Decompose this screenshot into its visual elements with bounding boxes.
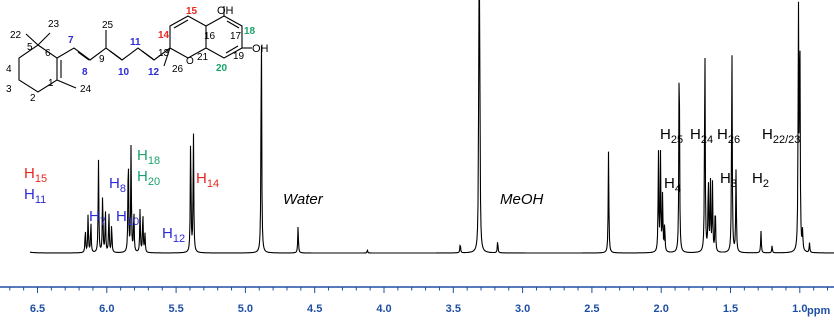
x-axis-unit-label: ppm — [807, 305, 830, 317]
atom-label: 2 — [30, 93, 36, 104]
x-tick-label: 2.5 — [584, 303, 599, 315]
peak-label-h14: H14 — [196, 170, 219, 190]
atom-label: 24 — [80, 84, 92, 95]
peak-label-h4: H4 — [664, 175, 681, 195]
atom-label: 26 — [172, 64, 184, 75]
x-tick-label: 6.0 — [99, 303, 114, 315]
atom-label: 18 — [244, 26, 256, 37]
atom-label: 20 — [216, 63, 228, 74]
atom-label: 19 — [233, 51, 245, 62]
peak-label-h2: H2 — [752, 170, 769, 190]
annotation-meoh: MeOH — [500, 191, 544, 208]
peak-label-h20: H20 — [137, 168, 160, 188]
x-tick-label: 2.0 — [654, 303, 669, 315]
x-tick-label: 1.0 — [792, 303, 807, 315]
x-tick-label: 3.0 — [515, 303, 530, 315]
oh-label-right: OH — [252, 43, 269, 55]
atom-label: 10 — [118, 67, 130, 78]
atom-label: O — [186, 56, 194, 67]
atom-label: 17 — [230, 31, 242, 42]
peak-label-h8: H8 — [109, 175, 126, 195]
x-tick-label: 4.0 — [376, 303, 391, 315]
peak-label-h18: H18 — [137, 147, 160, 167]
annotation-water: Water — [283, 191, 324, 208]
x-tick-label: 4.5 — [307, 303, 322, 315]
spectrum-trace — [29, 0, 834, 254]
molecule-structure — [18, 6, 252, 93]
peak-label-h12: H12 — [162, 225, 185, 245]
atom-label: 5 — [27, 42, 33, 53]
oh-label-top: OH — [217, 5, 234, 17]
atom-label: 14 — [158, 30, 170, 41]
atom-label: 7 — [68, 35, 74, 46]
atom-label: 11 — [130, 37, 141, 48]
atom-label: 13 — [158, 48, 170, 59]
x-tick-label: 3.5 — [446, 303, 461, 315]
x-tick-label: 1.5 — [723, 303, 738, 315]
ppm-axis: 6.5 6.0 5.5 5.0 4.5 4.0 3.5 3.0 2.5 2.0 1.5 1.0 ppm — [0, 286, 834, 317]
atom-label: 25 — [102, 20, 114, 31]
peak-label-h15: H15 — [24, 165, 47, 185]
x-tick-label: 5.0 — [238, 303, 253, 315]
atom-label: 3 — [6, 84, 12, 95]
atom-label: 16 — [204, 31, 216, 42]
peak-label-h3: H3 — [720, 170, 737, 190]
atom-label: 15 — [186, 6, 198, 17]
ring-benzene — [205, 15, 243, 59]
peak-label-h10: H10 — [116, 208, 139, 228]
atom-label: 22 — [10, 30, 22, 41]
peak-label-h7: H7 — [89, 208, 106, 228]
atom-label: 12 — [148, 67, 160, 78]
atom-label: 6 — [45, 48, 51, 59]
atom-label: 1 — [48, 78, 54, 89]
peak-label-h22-23: H22/23 — [762, 126, 800, 146]
atom-label: 4 — [6, 64, 12, 75]
spectrum-line — [29, 0, 834, 254]
peak-label-h11: H11 — [24, 186, 46, 206]
x-tick-label: 6.5 — [30, 303, 45, 315]
atom-label: 9 — [99, 54, 105, 65]
x-tick-label: 5.5 — [168, 303, 183, 315]
atom-label: 23 — [48, 19, 60, 30]
atom-label: 8 — [82, 67, 88, 78]
atom-label: 21 — [197, 52, 209, 63]
peak-label-h24: H24 — [690, 126, 713, 146]
peak-label-h25: H25 — [660, 126, 683, 146]
peak-label-h26: H26 — [717, 126, 740, 146]
